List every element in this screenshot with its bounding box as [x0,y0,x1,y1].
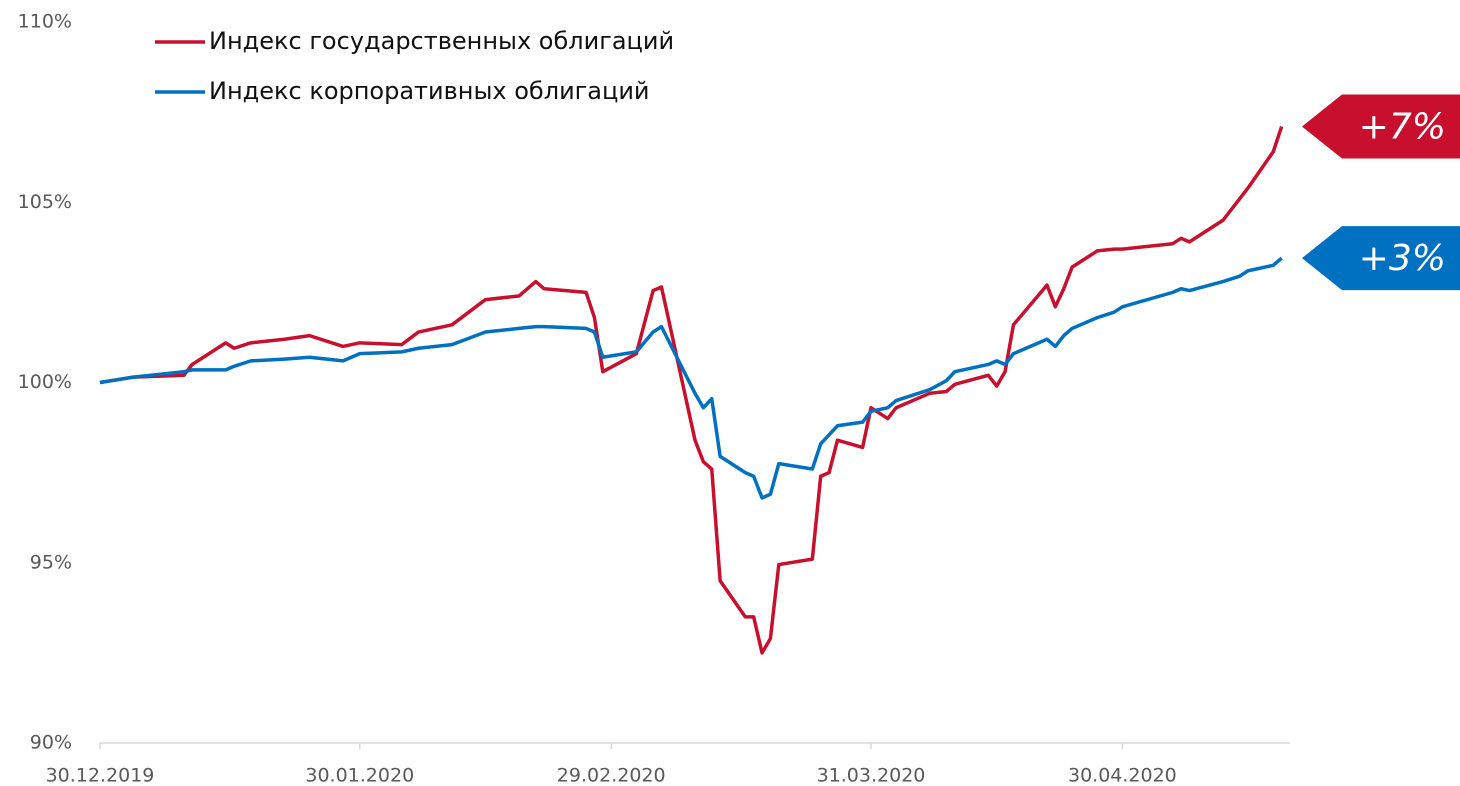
series-line [99,125,1284,655]
x-tick-label: 29.02.2020 [557,765,666,786]
x-tick-label: 30.12.2019 [46,765,155,786]
annotation-tag [1302,226,1460,291]
annotation-text: +7% [1359,107,1446,148]
y-tick-label: 90% [30,732,72,754]
y-tick-label: 110% [18,11,72,33]
y-tick-label: 95% [30,551,72,573]
x-tick-label: 31.03.2020 [817,765,926,786]
y-tick-label: 105% [18,191,72,213]
y-tick-label: 100% [18,371,72,393]
annotation-tag [1302,94,1460,159]
x-tick-label: 30.04.2020 [1068,765,1177,786]
series-line [99,256,1283,500]
x-tick-label: 30.01.2020 [305,765,414,786]
annotation-text: +3% [1359,238,1446,279]
legend-label: Индекс государственных облигаций [209,27,674,55]
legend-label: Индекс корпоративных облигаций [209,77,650,105]
